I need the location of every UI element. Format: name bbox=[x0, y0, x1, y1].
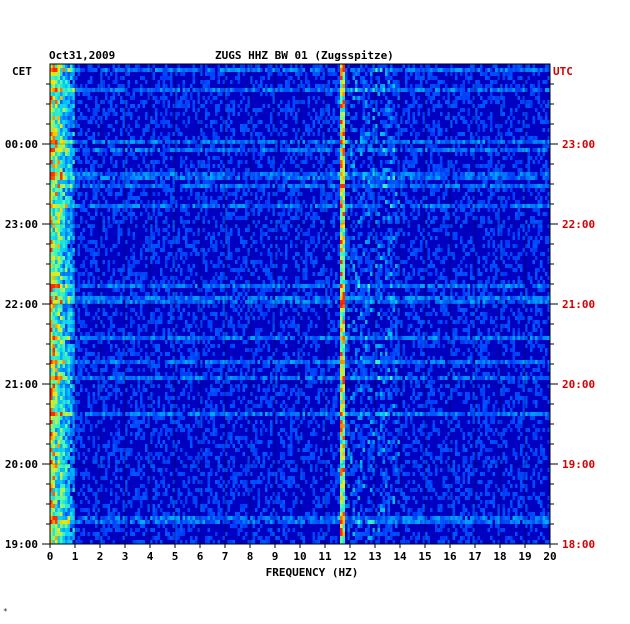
right-time-label: 20:00 bbox=[562, 378, 595, 391]
x-tick-label: 15 bbox=[418, 550, 431, 563]
x-tick-label: 7 bbox=[222, 550, 229, 563]
left-time-label: 00:00 bbox=[5, 138, 38, 151]
right-time-axis: 23:00 22:00 21:00 20:00 19:00 18:00 bbox=[550, 83, 595, 551]
x-tick-label: 1 bbox=[72, 550, 79, 563]
x-tick-label: 13 bbox=[368, 550, 381, 563]
x-tick-label: 2 bbox=[97, 550, 104, 563]
x-tick-label: 10 bbox=[293, 550, 306, 563]
left-time-label: 22:00 bbox=[5, 298, 38, 311]
x-tick-label: 3 bbox=[122, 550, 129, 563]
right-timezone-label: UTC bbox=[553, 65, 573, 78]
right-time-label: 18:00 bbox=[562, 538, 595, 551]
spectrogram-gridlines bbox=[50, 64, 550, 544]
x-tick-label: 0 bbox=[47, 550, 54, 563]
chart-date: Oct31,2009 bbox=[49, 49, 115, 62]
left-time-label: 23:00 bbox=[5, 218, 38, 231]
left-time-label: 19:00 bbox=[5, 538, 38, 551]
x-tick-label: 20 bbox=[543, 550, 556, 563]
x-tick-label: 11 bbox=[318, 550, 332, 563]
right-time-label: 22:00 bbox=[562, 218, 595, 231]
x-tick-label: 14 bbox=[393, 550, 407, 563]
right-time-label: 19:00 bbox=[562, 458, 595, 471]
x-axis-label: FREQUENCY (HZ) bbox=[266, 566, 359, 579]
x-tick-label: 18 bbox=[493, 550, 506, 563]
x-tick-label: 17 bbox=[468, 550, 481, 563]
left-time-axis: 00:00 23:00 22:00 21:00 20:00 19:00 bbox=[5, 83, 50, 551]
footer-mark: * bbox=[3, 607, 8, 616]
x-tick-label: 6 bbox=[197, 550, 204, 563]
x-axis: 0 1 2 3 4 5 6 7 8 9 10 11 12 13 14 15 16 17 18 19 20 bbox=[47, 544, 557, 563]
chart-title: ZUGS HHZ BW 01 (Zugsspitze) bbox=[215, 49, 394, 62]
x-tick-label: 19 bbox=[518, 550, 531, 563]
x-tick-label: 16 bbox=[443, 550, 457, 563]
left-timezone-label: CET bbox=[12, 65, 32, 78]
x-tick-label: 9 bbox=[272, 550, 279, 563]
left-time-label: 20:00 bbox=[5, 458, 38, 471]
right-time-label: 23:00 bbox=[562, 138, 595, 151]
x-tick-label: 8 bbox=[247, 550, 254, 563]
x-tick-label: 5 bbox=[172, 550, 179, 563]
x-tick-label: 12 bbox=[343, 550, 356, 563]
right-time-label: 21:00 bbox=[562, 298, 595, 311]
left-time-label: 21:00 bbox=[5, 378, 38, 391]
x-tick-label: 4 bbox=[147, 550, 154, 563]
